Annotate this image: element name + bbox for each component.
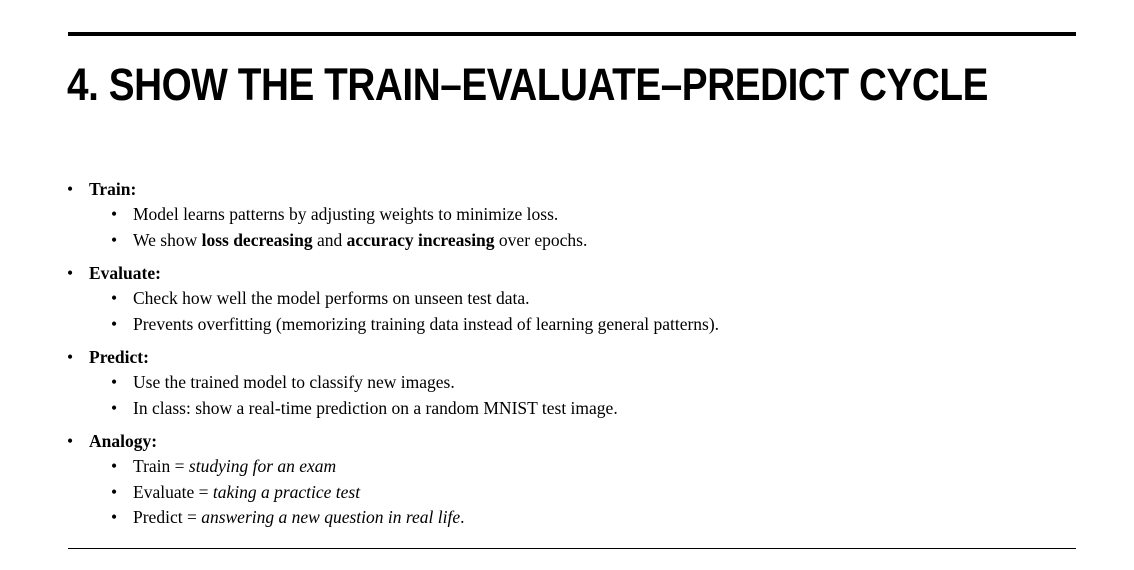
bullet-icon: • [111,507,118,527]
item-bold-text: accuracy increasing [346,229,495,250]
bullet-icon: • [111,229,118,250]
list-item: • We show loss decreasing and accuracy i… [89,228,719,254]
list-item: • Train = studying for an exam [89,454,719,480]
item-text: Evaluate = [133,481,213,502]
item-text: and [312,229,347,250]
item-text: Check how well the model performs on uns… [133,288,530,308]
item-text: over epochs. [494,229,588,250]
top-rule [68,32,1076,36]
list-item: • Use the trained model to classify new … [89,370,719,396]
item-text: Use the trained model to classify new im… [133,372,455,392]
item-text: Model learns patterns by adjusting weigh… [133,204,559,224]
item-text: In class: show a real-time prediction on… [133,397,618,418]
bottom-rule [68,548,1076,549]
list-item: • Model learns patterns by adjusting wei… [89,202,719,228]
bullet-icon: • [67,431,74,451]
item-text: Prevents overfitting (memorizing trainin… [133,313,720,334]
section-heading: Evaluate: [89,263,161,283]
list-item: • Evaluate = taking a practice test [89,480,719,506]
bullet-icon: • [111,397,118,418]
item-text: . [460,507,465,527]
item-text: Predict = [133,507,202,527]
list-item: • Check how well the model performs on u… [89,286,719,312]
section-heading: Train: [89,179,137,199]
list-item: • In class: show a real-time prediction … [89,396,719,422]
bullet-list: • Train: • Model learns patterns by adju… [67,176,719,538]
item-italic-text: taking a practice test [212,481,361,502]
slide-title: 4. SHOW THE TRAIN–EVALUATE–PREDICT CYCLE [67,59,988,110]
section-evaluate: • Evaluate: • Check how well the model p… [67,260,719,337]
item-italic-text: studying for an exam [188,456,337,476]
item-bold-text: loss decreasing [201,229,313,250]
bullet-icon: • [67,347,74,367]
sub-list: • Check how well the model performs on u… [89,286,719,337]
section-predict: • Predict: • Use the trained model to cl… [67,344,719,421]
bullet-icon: • [111,372,118,392]
bullet-icon: • [111,456,118,476]
section-heading: Analogy: [89,431,158,451]
bullet-icon: • [111,288,118,308]
sub-list: • Model learns patterns by adjusting wei… [89,202,719,253]
bullet-icon: • [111,313,118,334]
bullet-icon: • [111,204,118,224]
sub-list: • Use the trained model to classify new … [89,370,719,421]
bullet-icon: • [67,179,74,199]
bullet-icon: • [67,263,74,283]
item-italic-text: answering a new question in real life [201,507,461,527]
list-item: • Prevents overfitting (memorizing train… [89,312,719,338]
list-item: • Predict = answering a new question in … [89,505,719,531]
item-text: Train = [133,456,189,476]
item-text: We show [133,229,202,250]
bullet-icon: • [111,481,118,502]
section-analogy: • Analogy: • Train = studying for an exa… [67,428,719,531]
section-heading: Predict: [89,347,149,367]
section-train: • Train: • Model learns patterns by adju… [67,176,719,253]
sub-list: • Train = studying for an exam • Evaluat… [89,454,719,531]
